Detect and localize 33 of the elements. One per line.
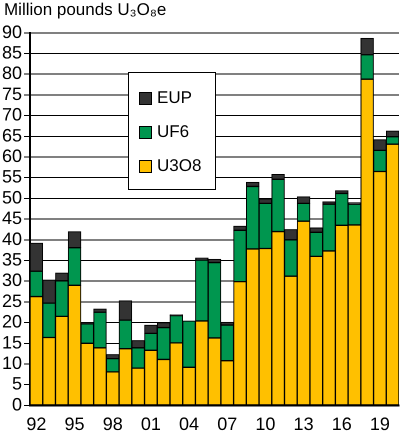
x-tick-label: 92 <box>26 414 46 434</box>
y-tick-label: 0 <box>12 394 22 414</box>
x-tick-label: 19 <box>370 414 390 434</box>
x-tick-label: 04 <box>179 414 200 434</box>
legend-label: U3O8 <box>157 156 202 176</box>
y-tick-label: 60 <box>2 146 22 166</box>
y-tick-label: 70 <box>2 104 22 125</box>
y-tick-label: 30 <box>2 270 22 290</box>
x-tick-label: 01 <box>140 414 161 434</box>
x-tick-label: 10 <box>255 414 276 434</box>
y-tick-label: 10 <box>2 352 22 373</box>
x-tick-label: 98 <box>102 414 123 434</box>
y-tick-label: 85 <box>2 42 22 62</box>
y-tick-label: 90 <box>2 22 22 42</box>
y-tick-label: 45 <box>2 208 22 228</box>
y-tick-label: 20 <box>2 312 22 332</box>
legend-label: UF6 <box>157 122 190 142</box>
y-tick-label: 55 <box>2 166 22 187</box>
y-axis-title: Million pounds U₃O₈e <box>4 0 166 20</box>
y-tick-label: 65 <box>2 125 22 146</box>
y-tick-label: 75 <box>2 84 22 104</box>
y-tick-label: 15 <box>2 332 22 352</box>
x-tick-label: 95 <box>64 414 85 434</box>
y-tick-label: 25 <box>2 290 22 311</box>
legend-label: EUP <box>157 88 192 108</box>
x-tick-label: 16 <box>332 414 352 434</box>
y-tick-label: 50 <box>2 187 22 208</box>
y-tick-label: 5 <box>12 374 22 394</box>
y-tick-label: 40 <box>2 228 22 249</box>
y-tick-label: 35 <box>2 249 22 270</box>
x-tick-label: 13 <box>294 414 314 434</box>
y-tick-label: 80 <box>2 63 22 84</box>
x-tick-label: 07 <box>217 414 238 434</box>
